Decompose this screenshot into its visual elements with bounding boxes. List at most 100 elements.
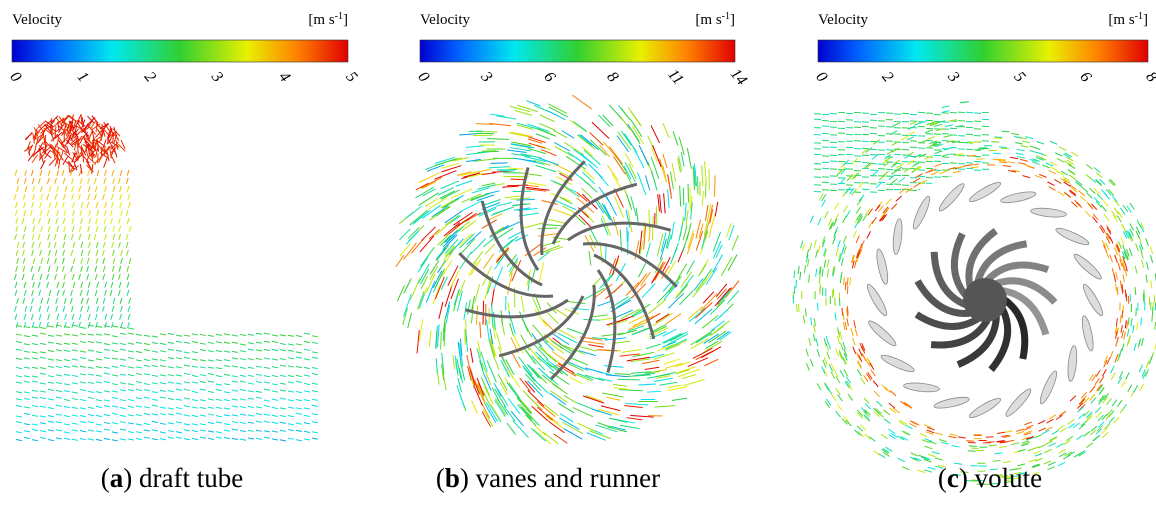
vector: [577, 346, 597, 351]
vector: [288, 366, 294, 367]
vector: [87, 266, 89, 272]
vector: [23, 234, 25, 240]
vector: [864, 416, 870, 421]
vector: [521, 296, 524, 313]
vector: [128, 439, 134, 440]
vector: [128, 406, 134, 407]
vector: [32, 290, 34, 296]
vector: [831, 372, 835, 379]
vector: [1042, 165, 1049, 168]
vector: [40, 416, 46, 417]
vector: [1077, 435, 1083, 440]
vector: [63, 250, 65, 256]
vector: [1101, 205, 1106, 211]
vector: [22, 218, 24, 224]
vector: [646, 243, 650, 258]
vector: [128, 367, 134, 368]
vector: [404, 278, 411, 293]
vector: [614, 341, 630, 343]
vector: [176, 432, 182, 433]
vector: [105, 170, 107, 176]
vector: [1106, 251, 1109, 258]
vector: [160, 334, 166, 335]
vector: [40, 431, 46, 432]
vector: [120, 374, 126, 375]
vector: [168, 333, 174, 334]
vector: [1107, 409, 1112, 415]
vector: [248, 430, 254, 431]
vector: [1114, 417, 1119, 423]
vector: [224, 430, 230, 431]
vector: [419, 173, 440, 183]
vector: [96, 406, 102, 407]
vector: [874, 451, 881, 455]
vector: [40, 423, 46, 424]
vector: [702, 315, 718, 328]
vector: [312, 432, 318, 433]
vector: [62, 170, 64, 176]
vector: [1038, 420, 1045, 424]
vector: [280, 398, 286, 399]
vector: [71, 306, 73, 312]
vector: [152, 365, 158, 366]
vector: [79, 194, 81, 200]
vector: [89, 130, 93, 139]
vector: [1137, 322, 1138, 330]
vector: [56, 306, 58, 312]
vector: [118, 274, 120, 280]
vector: [280, 440, 286, 441]
vector: [620, 425, 640, 429]
vector: [136, 438, 142, 439]
vector: [699, 264, 707, 276]
vector: [573, 408, 593, 417]
vector: [304, 400, 310, 401]
vector: [958, 437, 966, 438]
vector: [419, 319, 422, 341]
vector: [232, 438, 238, 439]
vector: [80, 438, 86, 439]
vector: [89, 210, 91, 216]
vector: [896, 196, 902, 201]
vector: [264, 367, 270, 368]
vector: [144, 343, 150, 344]
vector: [1151, 352, 1153, 360]
vector: [88, 170, 90, 176]
vector: [406, 231, 419, 245]
vector: [622, 350, 642, 353]
vector: [1122, 343, 1124, 351]
vector: [56, 422, 62, 423]
vector: [104, 226, 106, 232]
vector: [120, 439, 126, 440]
vector: [240, 334, 246, 335]
vector: [905, 404, 912, 408]
vector: [540, 115, 555, 122]
vector: [641, 272, 651, 286]
vector: [104, 422, 110, 423]
vector: [436, 245, 448, 260]
vector: [72, 226, 74, 232]
vector: [694, 278, 703, 290]
vector: [638, 384, 656, 385]
vector: [264, 406, 270, 407]
vector: [642, 360, 659, 363]
vector: [272, 399, 278, 400]
vector: [72, 314, 74, 320]
vector: [112, 366, 118, 367]
vector: [817, 383, 821, 390]
vector: [1011, 443, 1019, 445]
unit-part: -1: [722, 11, 730, 22]
vector: [663, 154, 667, 168]
vector: [687, 233, 694, 253]
vector: [939, 171, 947, 174]
vector: [25, 186, 27, 192]
vector: [421, 247, 435, 266]
vector: [421, 276, 427, 289]
vector: [32, 202, 34, 208]
vector: [1139, 365, 1142, 372]
vector: [127, 290, 129, 296]
vector: [1029, 146, 1037, 148]
vector: [32, 429, 38, 430]
vector: [136, 415, 142, 416]
colorbar-label: Velocity: [12, 12, 62, 28]
vector: [1050, 167, 1057, 171]
